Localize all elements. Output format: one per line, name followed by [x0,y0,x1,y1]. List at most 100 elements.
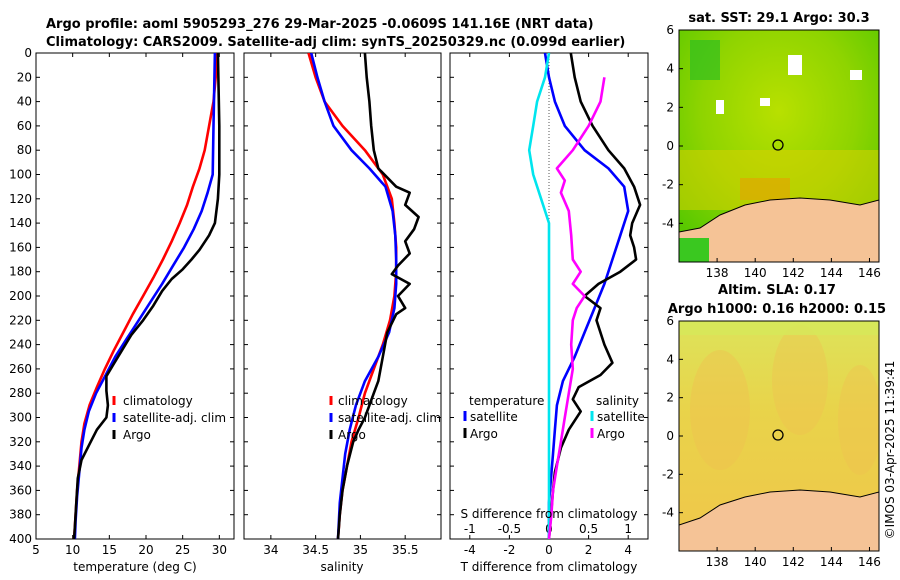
difference-xlabel: T difference from climatology [460,560,638,574]
y-tick-label: 320 [9,435,32,449]
map-x-tick-label: 142 [782,266,805,280]
temperature-xlabel: temperature (deg C) [73,560,196,574]
legend-climatology-label: climatology [338,394,408,408]
header-line1: Argo profile: aoml 5905293_276 29-Mar-20… [46,17,594,32]
y-tick-label: 0 [24,46,32,60]
y-tick-label: 180 [9,265,32,279]
map-x-tick-label: 142 [782,555,805,569]
sst-south-fringe [679,238,709,262]
temperature-panel: 0 20 40 60 80 100 120 140 160 180 200 220 240 260 280 3… [9,46,235,574]
salinity-legend: climatology satellite-adj. clim Argo [329,394,441,442]
map-y-tick-label: 0 [666,139,674,153]
x-tick-label: 20 [138,543,153,557]
satellite-adj-clim-line [73,53,217,539]
sla-map-panel: Altim. SLA: 0.17 Argo h1000: 0.16 h2000:… [662,283,886,569]
y-tick-label: 200 [9,289,32,303]
header-line2: Climatology: CARS2009. Satellite-adj cli… [46,35,625,50]
y-tick-label: 140 [9,216,32,230]
y-tick-label: 280 [9,386,32,400]
legend-climatology-label: climatology [123,394,193,408]
legend-s-argo-label: Argo [597,427,625,441]
sla-argo-marker [772,429,784,441]
map-y-tick-label: -4 [662,216,674,230]
x-tick-label: 5 [32,543,40,557]
map-x-tick-label: 146 [858,266,881,280]
satellite-adj-clim-line [309,53,398,539]
y-tick-label: 340 [9,459,32,473]
temperature-axes-frame [35,52,235,540]
credit-stamp: ©IMOS 03-Apr-2025 11:39:41 [883,361,897,540]
y-tick-label: 360 [9,483,32,497]
y-tick-label: 160 [9,240,32,254]
legend-s-satellite-label: satellite [597,410,645,424]
map-y-tick-label: 6 [666,314,674,328]
temperature-series-group [72,53,221,539]
y-tick-label: 60 [17,119,32,133]
map-x-tick-label: 140 [744,555,767,569]
map-y-tick-label: 4 [666,352,674,366]
map-y-tick-label: 6 [666,23,674,37]
map-y-tick-label: -2 [662,178,674,192]
difference-panel: -4 -2 0 2 4-1 -0.5 0 0.5 1 T difference from cli… [449,52,649,574]
y-tick-label: 240 [9,338,32,352]
y-tick-label: 300 [9,411,32,425]
x-tick-label: 4 [624,543,632,557]
sst-map-ticks: 138 140 142 144 146 6 4 2 0 -2 -4 [662,23,881,280]
sla-top-band [679,321,879,335]
difference-series-group [527,53,642,539]
sst-cool-patch [690,40,720,80]
salinity-series-group [307,53,420,539]
legend-t-argo-label: Argo [470,427,498,441]
difference-x2label: S difference from climatology [461,507,638,521]
y-tick-label: 220 [9,313,32,327]
legend-satellite-label: satellite-adj. clim [123,411,226,425]
salinity-panel: 34 34.5 35 35.5 salinity climatology satell… [243,52,442,574]
x2-tick-label: -1 [464,522,476,536]
y-tick-label: 380 [9,508,32,522]
x-tick-label: 35 [353,543,368,557]
salinity-ticks: 34 34.5 35 35.5 [244,52,441,557]
x-tick-label: 25 [175,543,190,557]
sst-argo-marker [772,139,784,151]
x-tick-label: -4 [464,543,476,557]
map-y-tick-label: 2 [666,391,674,405]
sla-warm-blob [772,325,828,435]
sst-map-image [679,30,879,262]
x2-tick-label: 0.5 [579,522,598,536]
map-y-tick-label: -4 [662,506,674,520]
sla-map-title1: Altim. SLA: 0.17 [718,283,836,298]
salinity-xlabel: salinity [320,560,363,574]
sla-land-mass [679,489,879,551]
sla-map-image [679,321,879,551]
map-y-tick-label: 4 [666,62,674,76]
y-tick-label: 100 [9,168,32,182]
salinity-axes-frame [243,52,442,540]
s-satellite-line [527,53,551,539]
sla-warm-blob [838,365,879,475]
sst-land-mass [679,197,879,262]
x-tick-label: 30 [212,543,227,557]
s-argo-line [547,77,606,539]
sst-cloud-gap [760,98,770,106]
map-y-tick-label: 2 [666,100,674,114]
legend-t-satellite-label: satellite [470,410,518,424]
sla-warm-blob [690,350,750,470]
legend-temperature-title: temperature [469,394,544,408]
map-x-tick-label: 146 [858,555,881,569]
sst-hot-patch [740,178,790,200]
x-tick-label: 2 [585,543,593,557]
y-tick-label: 260 [9,362,32,376]
map-x-tick-label: 138 [706,555,729,569]
x2-tick-label: -0.5 [498,522,521,536]
sst-cloud-gap [788,55,802,75]
y-tick-label: 40 [17,95,32,109]
argo-line [72,53,221,539]
legend-salinity-title: salinity [596,394,639,408]
x-tick-label: 34.5 [302,543,329,557]
x-tick-label: 0 [545,543,553,557]
difference-legend: temperature salinity satellite Argo sate… [463,394,645,441]
t-satellite-line [543,53,630,539]
legend-argo-label: Argo [338,428,366,442]
sla-map-title2: Argo h1000: 0.16 h2000: 0.15 [668,302,886,317]
x-tick-label: -2 [503,543,515,557]
